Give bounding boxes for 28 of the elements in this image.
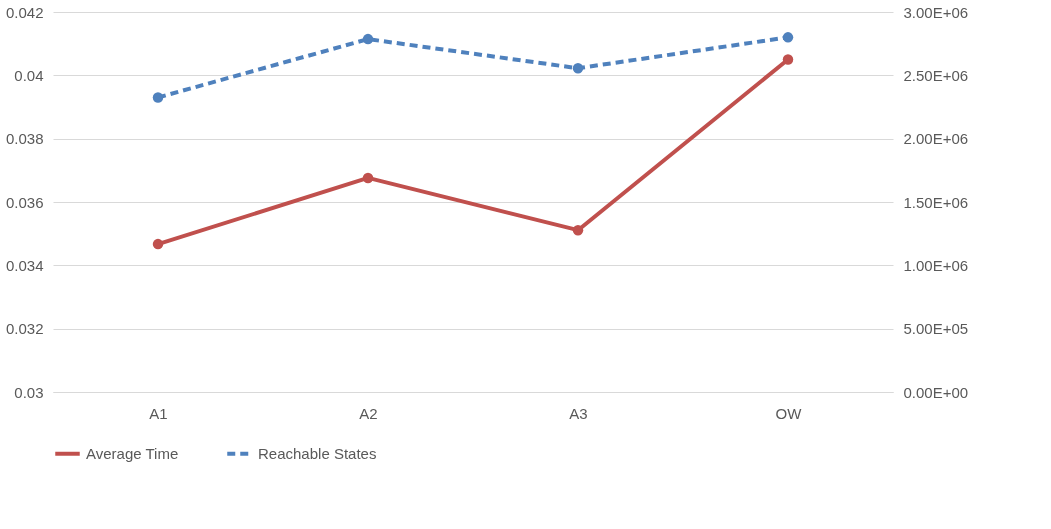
- y-tick-label: 0.03: [14, 383, 44, 401]
- point: [572, 63, 584, 74]
- point: [152, 92, 164, 103]
- x-tick-label: A1: [149, 404, 168, 422]
- x-tick-label: A3: [569, 404, 588, 422]
- point: [152, 238, 164, 250]
- point: [782, 32, 794, 43]
- y-tick-label: 0.034: [5, 256, 44, 274]
- legend-label: Reachable States: [258, 444, 377, 462]
- x-tick-label: OW: [775, 404, 803, 422]
- y2-tick-label: 3.00E+06: [903, 3, 969, 21]
- y2-tick-label: 2.50E+06: [903, 66, 969, 84]
- y2-tick-label: 1.00E+06: [903, 256, 969, 274]
- y-tick-label: 0.036: [5, 193, 44, 211]
- legend-label: Average Time: [86, 444, 179, 462]
- y2-tick-label: 2.00E+06: [903, 130, 969, 148]
- x-tick-label: A2: [359, 404, 378, 422]
- y-tick-label: 0.04: [14, 66, 44, 84]
- y2-tick-label: 5.00E+05: [903, 320, 969, 338]
- y2-tick-label: 1.50E+06: [903, 193, 969, 211]
- point: [782, 54, 794, 65]
- point: [362, 33, 374, 45]
- point: [362, 172, 374, 184]
- y-tick-label: 0.032: [5, 320, 44, 338]
- point: [572, 224, 584, 236]
- y-tick-label: 0.038: [5, 130, 44, 148]
- y-tick-label: 0.042: [5, 3, 44, 21]
- y2-tick-label: 0.00E+00: [903, 383, 969, 401]
